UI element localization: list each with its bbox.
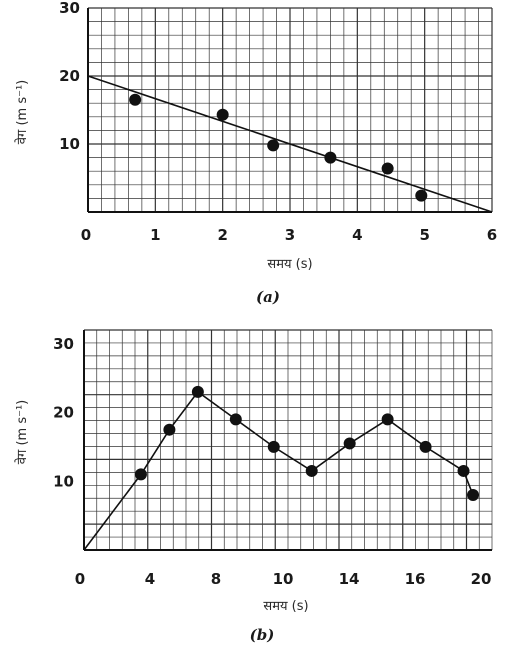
chart-a-y-tick-label: 10	[59, 135, 80, 153]
chart-b-x-tick-label: 14	[339, 570, 360, 588]
chart-b-data-point	[229, 413, 242, 426]
chart-b-x-tick-label: 8	[211, 570, 221, 588]
chart-b-y-axis-label: वेग (m s⁻¹)	[14, 400, 30, 464]
chart-a-x-tick-label: 6	[487, 226, 497, 244]
chart-a-y-axis-label: वेग (m s⁻¹)	[14, 80, 30, 144]
chart-b-y-tick-label: 20	[53, 404, 74, 422]
chart-a-data-point	[381, 162, 394, 175]
chart-b-data-point	[419, 440, 432, 453]
chart-b-x-tick-label: 0	[75, 570, 85, 588]
chart-a-fit-line-segment	[87, 75, 493, 213]
chart-b-data-point	[467, 489, 480, 501]
chart-b: 0 4 8 10 14 16 20 10 20 30 समय (s) वेग (m s⁻¹) (…	[14, 329, 493, 644]
chart-a-x-tick-label: 2	[217, 226, 227, 244]
chart-b-x-axis-label: समय (s)	[263, 599, 308, 614]
chart-a-grid	[87, 7, 493, 213]
chart-a-x-tick-label: 1	[150, 226, 160, 244]
chart-a-x-tick-label: 3	[285, 226, 295, 244]
chart-a-data-point	[267, 139, 280, 152]
chart-b-points	[134, 385, 480, 501]
chart-a-x-tick-label: 0	[81, 226, 91, 244]
chart-a-data-point	[129, 93, 142, 106]
chart-a-data-point	[415, 189, 428, 202]
chart-b-series-line	[83, 390, 474, 551]
chart-b-axes	[83, 330, 492, 551]
chart-a-points	[129, 93, 428, 202]
chart-b-data-point	[381, 413, 394, 426]
chart-b-series-path	[83, 390, 474, 551]
chart-a-data-point	[324, 151, 337, 164]
chart-b-y-tick-label: 10	[53, 472, 74, 490]
chart-b-data-point	[191, 385, 204, 398]
chart-b-data-point	[163, 423, 176, 436]
chart-b-caption: (b)	[250, 626, 275, 644]
chart-b-x-tick-label: 16	[405, 570, 426, 588]
chart-a-axes	[87, 8, 492, 213]
chart-a-x-ticks: 0 1 2 3 4 5 6	[81, 226, 497, 244]
chart-a-x-tick-label: 5	[419, 226, 429, 244]
chart-a-y-tick-label: 30	[59, 0, 80, 17]
chart-b-x-tick-label: 20	[471, 570, 492, 588]
chart-a-data-point	[216, 108, 229, 121]
chart-a-y-ticks: 10 20 30	[59, 0, 80, 153]
chart-a-x-tick-label: 4	[352, 226, 362, 244]
chart-b-grid	[83, 329, 493, 551]
chart-b-y-tick-label: 30	[53, 335, 74, 353]
chart-b-x-tick-label: 4	[145, 570, 155, 588]
chart-a: 0 1 2 3 4 5 6 10 20 30 समय (s) वेग (m s⁻¹) (a)	[14, 0, 497, 306]
chart-b-data-point	[267, 440, 280, 453]
chart-b-y-ticks: 10 20 30	[53, 335, 74, 491]
chart-a-x-axis-label: समय (s)	[267, 257, 312, 272]
chart-a-y-tick-label: 20	[59, 67, 80, 85]
chart-b-x-ticks: 0 4 8 10 14 16 20	[75, 570, 492, 588]
chart-b-x-tick-label: 10	[273, 570, 294, 588]
chart-a-caption: (a)	[256, 288, 280, 306]
chart-b-data-point	[457, 464, 470, 477]
chart-a-fit-line	[87, 75, 493, 213]
chart-b-data-point	[305, 464, 318, 477]
chart-b-data-point	[134, 468, 147, 481]
chart-b-data-point	[343, 437, 356, 450]
